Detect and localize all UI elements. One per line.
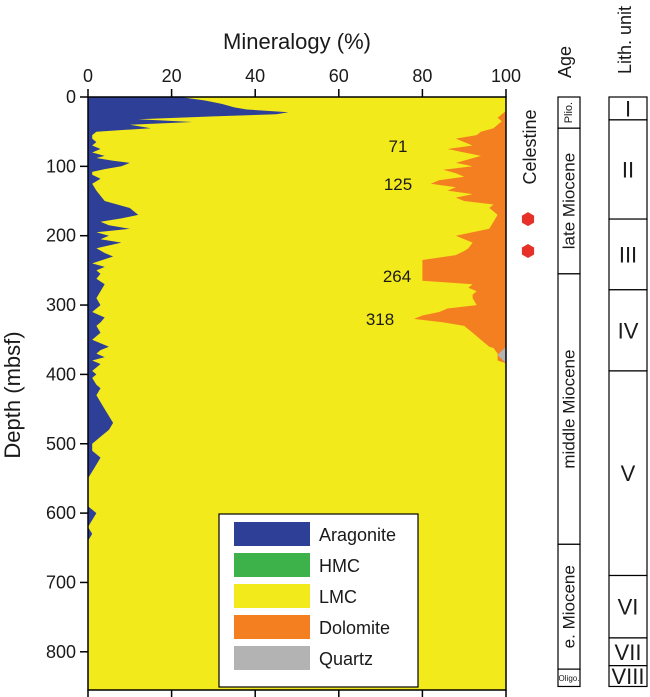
x-tick-label: 80 bbox=[412, 66, 432, 86]
lith-unit-label: IV bbox=[618, 318, 639, 343]
plot-frame bbox=[87, 96, 507, 691]
y-tick-label: 400 bbox=[46, 364, 76, 384]
y-tick-label: 600 bbox=[46, 503, 76, 523]
age-unit-label: Oligo. bbox=[559, 674, 580, 683]
lith-unit-label: VIII bbox=[611, 664, 644, 689]
legend-label: LMC bbox=[319, 587, 357, 607]
x-tick-label: 0 bbox=[83, 66, 93, 86]
legend-swatch bbox=[234, 553, 310, 577]
lith-unit-label: V bbox=[621, 461, 636, 486]
lith-unit-box bbox=[608, 289, 648, 372]
y-tick-label: 700 bbox=[46, 572, 76, 592]
x-tick-label: 60 bbox=[329, 66, 349, 86]
legend-swatch bbox=[234, 584, 310, 608]
celestine-label: Celestine bbox=[520, 109, 540, 184]
lith-unit-box bbox=[608, 119, 648, 220]
legend-label: Dolomite bbox=[319, 618, 390, 638]
y-tick-label: 100 bbox=[46, 156, 76, 176]
quartz-area bbox=[497, 346, 506, 364]
y-tick-label: 300 bbox=[46, 295, 76, 315]
age-unit-label: e. Miocene bbox=[560, 565, 579, 648]
lith-unit-label: VI bbox=[618, 595, 639, 620]
dolomite-sample-label: 264 bbox=[383, 267, 411, 286]
x-tick-label: 20 bbox=[162, 66, 182, 86]
dolomite-sample-label: 71 bbox=[389, 137, 408, 156]
dolomite-area bbox=[414, 97, 506, 687]
lith-unit-box bbox=[608, 574, 648, 639]
age-unit-box bbox=[557, 668, 581, 688]
lith-column-title: Lith. unit bbox=[615, 6, 635, 74]
x-tick-label: 100 bbox=[491, 66, 521, 86]
lith-unit-box bbox=[608, 370, 648, 577]
lith-unit-box bbox=[608, 665, 648, 688]
legend-label: Quartz bbox=[319, 649, 373, 669]
legend-swatch bbox=[234, 615, 310, 639]
y-tick-label: 0 bbox=[66, 87, 76, 107]
x-tick-label: 40 bbox=[245, 66, 265, 86]
age-column-title: Age bbox=[555, 46, 575, 78]
legend-swatch bbox=[234, 646, 310, 670]
lith-unit-box bbox=[608, 637, 648, 667]
lith-unit-label: VII bbox=[615, 640, 642, 665]
age-unit-label: middle Miocene bbox=[560, 350, 579, 469]
age-unit-label: Plio. bbox=[563, 102, 575, 123]
celestine-marker bbox=[521, 212, 535, 227]
y-tick-label: 800 bbox=[46, 642, 76, 662]
legend-swatch bbox=[234, 522, 310, 546]
celestine-marker bbox=[521, 244, 535, 258]
y-tick-label: 500 bbox=[46, 434, 76, 454]
y-axis-label: Depth (mbsf) bbox=[0, 331, 25, 458]
lith-unit-label: III bbox=[619, 242, 637, 267]
legend-label: Aragonite bbox=[319, 525, 396, 545]
age-unit-label: late Miocene bbox=[560, 153, 579, 249]
y-tick-label: 200 bbox=[46, 226, 76, 246]
legend-label: HMC bbox=[319, 556, 360, 576]
lith-unit-label: II bbox=[622, 157, 634, 182]
lith-unit-label: I bbox=[625, 96, 631, 121]
chart-title: Mineralogy (%) bbox=[223, 29, 371, 54]
dolomite-sample-label: 125 bbox=[384, 175, 412, 194]
dolomite-sample-label: 318 bbox=[366, 310, 394, 329]
